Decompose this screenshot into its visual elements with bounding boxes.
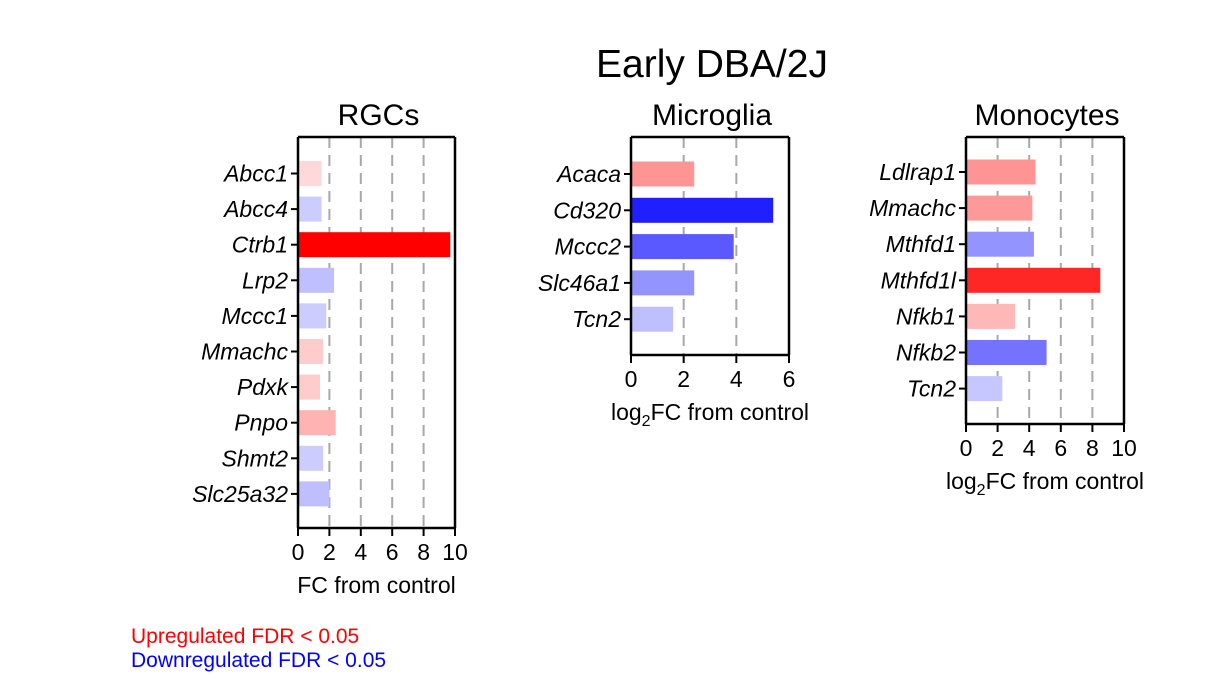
x-axis-label: FC from control (297, 572, 455, 598)
bar (298, 410, 336, 436)
category-label: Mthfd1 (886, 231, 956, 257)
chart-panel-monocytes: Monocytes Ldlrap1 Mmachc Mthfd1 Mthfd1l Nfkb1… (869, 99, 1144, 499)
category-label: Mmachc (869, 195, 956, 221)
bar (966, 303, 1015, 329)
category-label: Mccc2 (555, 234, 622, 260)
bar (966, 231, 1034, 257)
x-tick-label: 10 (442, 539, 468, 565)
x-tick-label: 2 (991, 435, 1004, 461)
bar (298, 445, 324, 471)
bar (631, 270, 695, 296)
bar (298, 481, 330, 507)
x-tick-label: 2 (677, 366, 690, 392)
x-tick-label: 0 (625, 366, 638, 392)
bar (631, 234, 734, 260)
category-label: Cd320 (553, 197, 621, 223)
panel-title: Monocytes (974, 99, 1119, 132)
legend-downregulated: Downregulated FDR < 0.05 (131, 649, 387, 672)
bar (298, 267, 335, 293)
category-label: Slc25a32 (192, 481, 288, 507)
x-tick-label: 2 (323, 539, 336, 565)
x-tick-label: 6 (783, 366, 796, 392)
chart-panel-microglia: Microglia Acaca Cd320 Mccc2 Slc46a1 Tcn2 0 2 4 6 l… (538, 99, 809, 430)
x-tick-label: 0 (960, 435, 973, 461)
category-label: Acaca (555, 161, 621, 187)
category-label: Tcn2 (572, 306, 621, 332)
category-label: Abcc4 (222, 196, 288, 222)
category-label: Abcc1 (222, 161, 288, 187)
bar (631, 161, 695, 187)
x-tick-label: 6 (386, 539, 399, 565)
category-label: Lrp2 (242, 267, 288, 293)
category-label: Nfkb2 (896, 340, 956, 366)
bar (298, 339, 324, 364)
category-label: Pnpo (234, 410, 288, 436)
bar (298, 196, 322, 222)
chart-panel-rgcs: RGCs Abcc1 Abcc4 Ctrb1 Lrp2 Mccc1 Mmachc Pdxk Pn… (192, 99, 468, 598)
bar (966, 159, 1036, 185)
category-label: Nfkb1 (896, 303, 956, 329)
panel-title: Microglia (652, 99, 772, 132)
bar (298, 303, 327, 329)
bar (298, 161, 322, 186)
bar (631, 197, 774, 223)
x-tick-label: 10 (1111, 435, 1137, 461)
x-tick-label: 8 (417, 539, 430, 565)
x-tick-label: 4 (730, 366, 743, 392)
x-tick-label: 6 (1054, 435, 1067, 461)
category-label: Pdxk (237, 374, 290, 400)
x-axis-label: log2FC from control (946, 468, 1144, 499)
bar (966, 340, 1047, 365)
chart-panels: RGCs Abcc1 Abcc4 Ctrb1 Lrp2 Mccc1 Mmachc Pdxk Pn… (192, 99, 1144, 598)
figure-title: Early DBA/2J (596, 43, 828, 86)
bar (966, 195, 1033, 221)
category-label: Shmt2 (222, 445, 289, 471)
category-label: Mmachc (201, 339, 288, 365)
category-label: Tcn2 (907, 376, 956, 402)
panel-title: RGCs (338, 99, 420, 132)
category-label: Ldlrap1 (879, 159, 956, 185)
category-label: Mccc1 (222, 303, 288, 329)
bar (298, 232, 451, 258)
x-tick-label: 4 (1023, 435, 1036, 461)
x-tick-label: 4 (354, 539, 367, 565)
category-label: Mthfd1l (881, 267, 957, 293)
x-tick-label: 0 (292, 539, 305, 565)
category-label: Slc46a1 (538, 270, 621, 296)
bar (966, 267, 1101, 293)
bar (966, 376, 1003, 402)
legend-upregulated: Upregulated FDR < 0.05 (131, 625, 360, 648)
x-tick-label: 8 (1086, 435, 1099, 461)
bar (298, 374, 320, 400)
category-label: Ctrb1 (232, 232, 288, 258)
bar (631, 306, 674, 332)
x-axis-label: log2FC from control (611, 399, 809, 430)
